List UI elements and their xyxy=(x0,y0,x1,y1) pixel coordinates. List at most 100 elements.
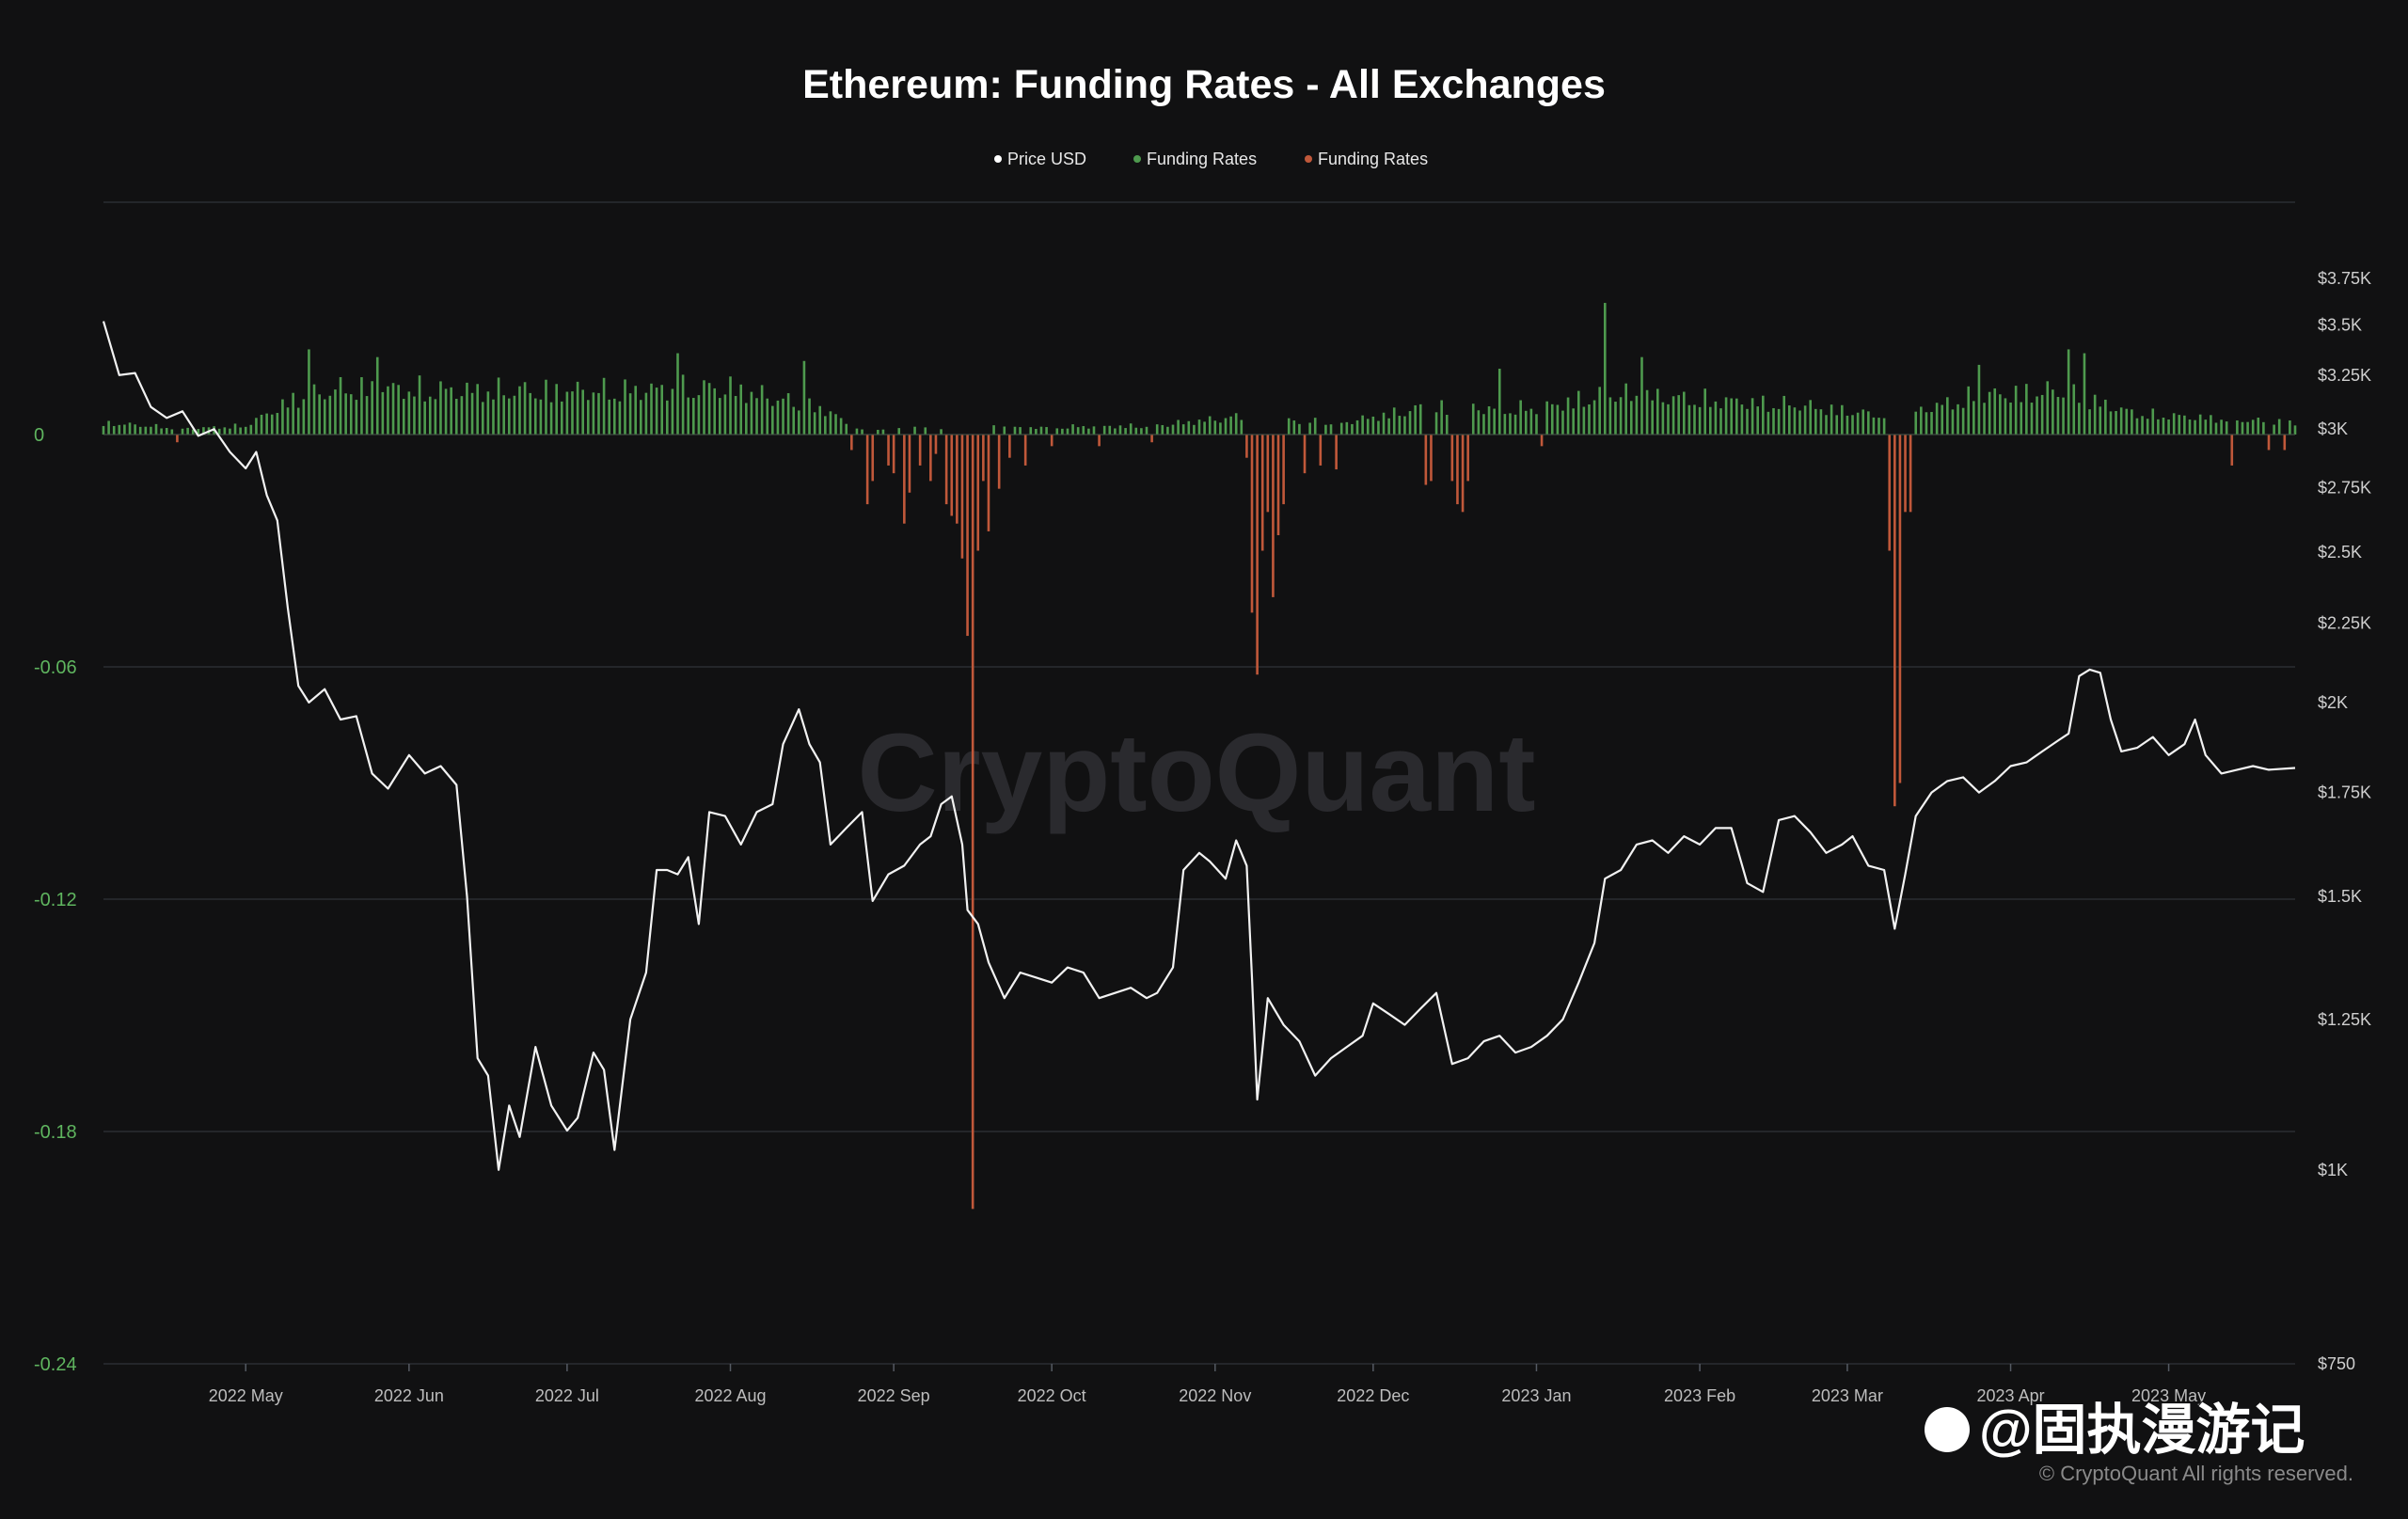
legend-item-funding-negative[interactable]: Funding Rates xyxy=(1305,150,1428,168)
funding-bar-negative xyxy=(966,435,969,637)
x-tick-label: 2023 Feb xyxy=(1664,1386,1735,1405)
funding-bar-positive xyxy=(560,401,563,435)
funding-bar-positive xyxy=(1535,414,1538,435)
funding-bar-positive xyxy=(1914,411,1918,435)
funding-bar-positive xyxy=(723,394,727,435)
funding-bar-negative xyxy=(1898,435,1902,783)
legend-item-funding-positive[interactable]: Funding Rates xyxy=(1133,150,1257,168)
funding-bar-positive xyxy=(1872,417,1876,435)
funding-bar-positive xyxy=(676,353,679,435)
funding-bar-positive xyxy=(834,414,837,435)
funding-bar-positive xyxy=(1667,403,1670,435)
funding-bar-positive xyxy=(1445,415,1449,435)
funding-bar-positive xyxy=(1677,395,1680,435)
funding-bar-positive xyxy=(1187,420,1191,435)
funding-bar-positive xyxy=(1108,425,1112,435)
funding-bar-positive xyxy=(1229,416,1232,435)
funding-bar-positive xyxy=(1434,412,1438,435)
funding-bar-positive xyxy=(2236,419,2239,435)
funding-bar-positive xyxy=(239,427,242,435)
funding-bar-positive xyxy=(618,401,622,435)
funding-bar-negative xyxy=(1540,435,1544,447)
funding-bar-positive xyxy=(481,402,484,435)
funding-bar-positive xyxy=(1698,406,1702,435)
funding-bar-positive xyxy=(428,396,432,435)
funding-bar-positive xyxy=(1114,428,1117,435)
right-tick-label: $3.5K xyxy=(2318,316,2362,335)
funding-bar-positive xyxy=(624,379,626,435)
funding-bar-positive xyxy=(1682,391,1686,435)
legend-dot-funding-positive xyxy=(1133,155,1141,163)
funding-bar-positive xyxy=(760,385,764,435)
funding-bar-negative xyxy=(908,435,911,493)
funding-bar-positive xyxy=(397,385,400,435)
legend-item-price[interactable]: Price USD xyxy=(994,150,1086,168)
funding-bar-negative xyxy=(1050,435,1054,447)
funding-bar-positive xyxy=(660,385,664,435)
right-tick-label: $2K xyxy=(2318,693,2348,712)
funding-bar-positive xyxy=(829,411,832,435)
funding-bar-positive xyxy=(581,389,584,435)
funding-bar-positive xyxy=(2030,403,2034,435)
funding-bar-positive xyxy=(1946,397,1949,435)
left-tick-label: -0.24 xyxy=(34,1354,77,1375)
funding-bar-negative xyxy=(892,435,895,474)
overlay-handle-text: @固执漫游记 xyxy=(1979,1400,2305,1461)
funding-bar-positive xyxy=(1224,418,1228,435)
funding-bar-negative xyxy=(1430,435,1433,482)
funding-bar-positive xyxy=(771,405,774,435)
funding-bar-positive xyxy=(634,386,637,435)
funding-bar-positive xyxy=(1809,400,1813,435)
funding-bar-positive xyxy=(533,398,537,435)
funding-bar-negative xyxy=(1250,435,1254,613)
funding-bar-positive xyxy=(1197,419,1201,435)
funding-bar-negative xyxy=(934,435,938,454)
overlay-handle: @固执漫游记 xyxy=(1925,1399,2306,1462)
funding-bar-positive xyxy=(1592,400,1596,435)
funding-bar-positive xyxy=(2146,419,2149,435)
funding-bar-positive xyxy=(539,399,543,435)
funding-bar-positive xyxy=(881,429,885,435)
funding-bar-positive xyxy=(802,360,806,435)
right-tick-label: $1K xyxy=(2318,1161,2348,1179)
funding-bar-negative xyxy=(2283,435,2287,451)
funding-bar-positive xyxy=(1529,408,1533,435)
funding-bar-positive xyxy=(1993,388,1997,435)
funding-bar-positive xyxy=(1846,415,1849,435)
funding-bar-positive xyxy=(692,398,695,435)
funding-bar-positive xyxy=(1166,426,1169,435)
funding-bar-positive xyxy=(507,398,511,435)
funding-bar-positive xyxy=(1603,303,1607,435)
funding-bar-positive xyxy=(1588,403,1591,435)
funding-bar-positive xyxy=(2046,381,2050,435)
funding-bar-positive xyxy=(628,393,632,435)
funding-bar-positive xyxy=(639,400,642,435)
funding-bar-positive xyxy=(444,388,448,435)
funding-bar-negative xyxy=(997,435,1001,489)
funding-bar-positive xyxy=(229,428,231,435)
funding-bar-positive xyxy=(1219,422,1222,435)
funding-bar-positive xyxy=(1977,364,1981,435)
funding-bar-positive xyxy=(1035,429,1038,435)
funding-bar-positive xyxy=(608,399,610,435)
funding-bar-positive xyxy=(112,425,116,435)
funding-bar-positive xyxy=(2014,386,2018,435)
funding-bar-positive xyxy=(1208,416,1212,435)
funding-bar-positive xyxy=(1856,412,1860,435)
funding-bar-negative xyxy=(1319,435,1323,466)
funding-bar-positive xyxy=(407,391,411,435)
funding-bar-negative xyxy=(1260,435,1264,551)
funding-bar-positive xyxy=(1509,413,1512,435)
funding-bar-positive xyxy=(1766,411,1770,435)
funding-bar-positive xyxy=(102,425,105,435)
funding-bar-positive xyxy=(1941,404,1944,435)
funding-bar-positive xyxy=(1803,405,1807,435)
funding-bar-positive xyxy=(144,426,148,435)
funding-bar-negative xyxy=(1245,435,1248,458)
funding-bar-negative xyxy=(1272,435,1275,597)
funding-bar-positive xyxy=(1177,419,1180,435)
funding-bar-positive xyxy=(1751,398,1754,435)
funding-bar-positive xyxy=(1793,407,1797,435)
funding-bar-positive xyxy=(2009,403,2012,435)
